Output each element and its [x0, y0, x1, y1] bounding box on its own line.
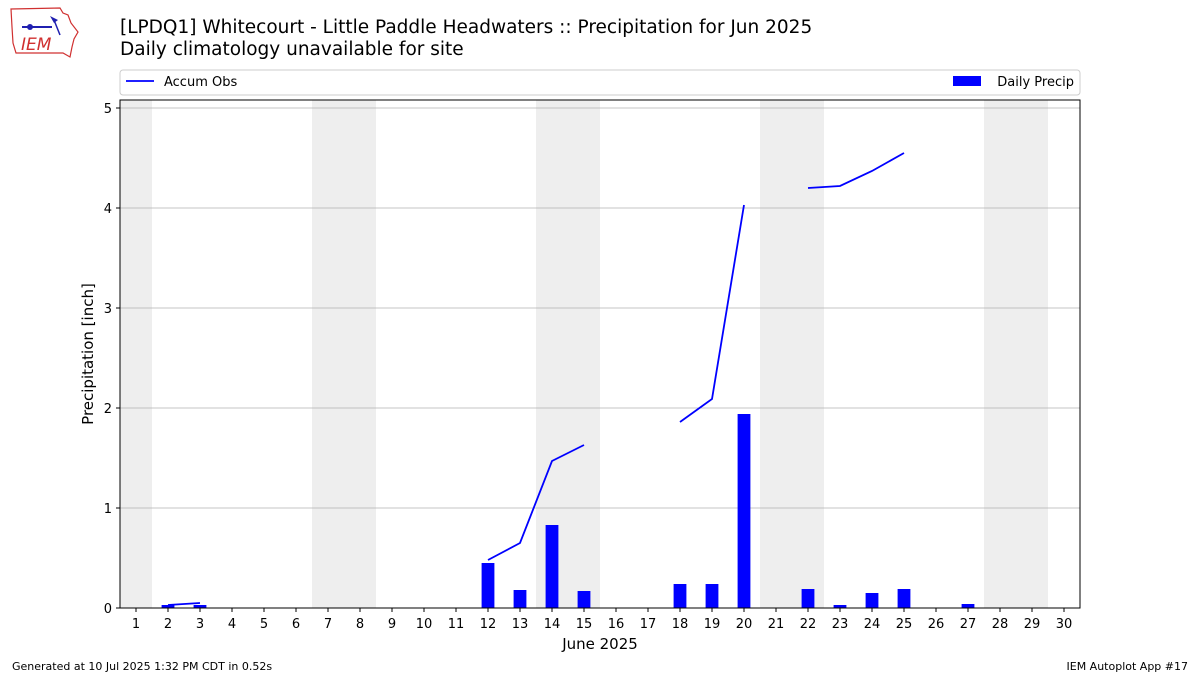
ytick-label-1: 1: [104, 502, 112, 517]
xtick-label-18: 18: [672, 617, 689, 632]
xtick-label-21: 21: [768, 617, 785, 632]
xtick-label-2: 2: [164, 617, 172, 632]
xtick-label-28: 28: [992, 617, 1009, 632]
xtick-label-25: 25: [896, 617, 913, 632]
xtick-label-23: 23: [832, 617, 849, 632]
ytick-label-5: 5: [104, 102, 112, 117]
bar-day-13: [513, 590, 527, 608]
xtick-label-8: 8: [356, 617, 364, 632]
xtick-label-17: 17: [640, 617, 657, 632]
iem-logo: IEM: [10, 7, 79, 58]
shaded-day-7: [312, 100, 344, 608]
shaded-day-8: [344, 100, 376, 608]
xtick-label-29: 29: [1024, 617, 1041, 632]
xtick-label-20: 20: [736, 617, 753, 632]
bar-day-22: [801, 589, 815, 608]
xtick-label-5: 5: [260, 617, 268, 632]
bar-day-24: [865, 593, 879, 608]
shaded-day-28: [984, 100, 1016, 608]
ytick-label-3: 3: [104, 302, 112, 317]
accum-line-segment-2: [487, 444, 585, 561]
xtick-label-22: 22: [800, 617, 817, 632]
bar-day-2: [161, 605, 175, 608]
y-axis-label: Precipitation [inch]: [79, 283, 97, 425]
plot-frame: [119, 99, 1081, 609]
bar-day-27: [961, 604, 975, 608]
chart-title: [LPDQ1] Whitecourt - Little Paddle Headw…: [120, 17, 812, 61]
xtick-label-15: 15: [576, 617, 593, 632]
bar-day-23: [833, 605, 847, 608]
bar-day-14: [545, 525, 559, 608]
xtick-label-9: 9: [388, 617, 396, 632]
bar-day-15: [577, 591, 591, 608]
generated-footnote: Generated at 10 Jul 2025 1:32 PM CDT in …: [12, 660, 273, 673]
xtick-label-27: 27: [960, 617, 977, 632]
bar-day-20: [737, 414, 751, 608]
ytick-label-0: 0: [104, 602, 112, 617]
accum-line-segment-3: [679, 204, 745, 423]
ytick-label-4: 4: [104, 202, 112, 217]
bar-day-12: [481, 563, 495, 608]
accum-line-segment-1: [167, 602, 201, 606]
app-footnote: IEM Autoplot App #17: [1066, 660, 1189, 673]
x-axis-label: June 2025: [561, 635, 638, 653]
bar-day-3: [193, 605, 207, 608]
xtick-label-6: 6: [292, 617, 300, 632]
xtick-label-26: 26: [928, 617, 945, 632]
shaded-day-22: [792, 100, 824, 608]
bar-day-19: [705, 584, 719, 608]
shaded-day-14: [536, 100, 568, 608]
xtick-label-30: 30: [1056, 617, 1073, 632]
legend-bar-swatch: [953, 76, 981, 86]
accum-line-segment-4: [807, 152, 905, 189]
shaded-day-29: [1016, 100, 1048, 608]
ytick-label-2: 2: [104, 402, 112, 417]
xtick-label-11: 11: [448, 617, 465, 632]
bar-day-25: [897, 589, 911, 608]
xtick-label-7: 7: [324, 617, 332, 632]
legend-accum-obs: Accum Obs: [164, 75, 237, 90]
shaded-day-21: [760, 100, 792, 608]
xtick-label-1: 1: [132, 617, 140, 632]
iowa-outline-icon: [10, 7, 79, 58]
logo-text: IEM: [21, 35, 52, 55]
title-line-1: [LPDQ1] Whitecourt - Little Paddle Headw…: [120, 17, 813, 38]
xtick-label-10: 10: [416, 617, 433, 632]
bar-day-18: [673, 584, 687, 608]
xtick-label-4: 4: [228, 617, 236, 632]
xtick-label-19: 19: [704, 617, 721, 632]
xtick-label-16: 16: [608, 617, 625, 632]
legend-daily-precip: Daily Precip: [997, 75, 1074, 90]
xtick-label-13: 13: [512, 617, 529, 632]
legend-box: [119, 69, 1081, 96]
xtick-label-3: 3: [196, 617, 204, 632]
xtick-label-14: 14: [544, 617, 561, 632]
xtick-label-24: 24: [864, 617, 881, 632]
shaded-day-15: [568, 100, 600, 608]
shaded-day-1: [120, 100, 152, 608]
title-line-2: Daily climatology unavailable for site: [120, 39, 464, 60]
xtick-label-12: 12: [480, 617, 497, 632]
